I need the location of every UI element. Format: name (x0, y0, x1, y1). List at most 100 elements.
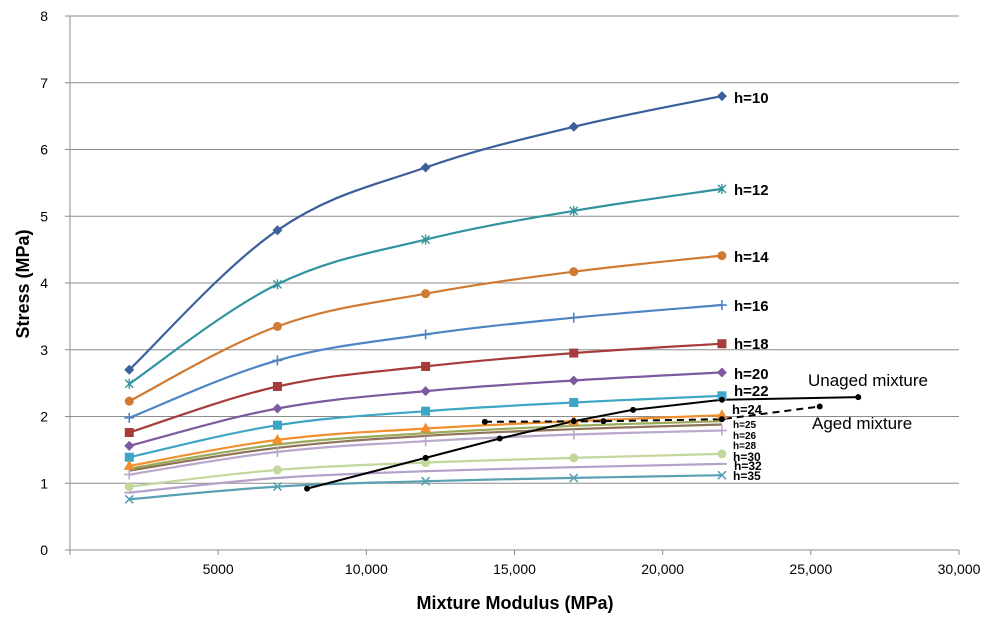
data-point-h-30 (124, 482, 134, 492)
data-point-unaged-mixture (630, 406, 637, 413)
data-point-h-14 (569, 267, 579, 277)
series-label-h-24: h=24 (732, 402, 763, 417)
y-tick-label: 0 (40, 542, 48, 558)
data-point-unaged-mixture (718, 396, 725, 403)
data-point-h-24 (716, 409, 728, 420)
data-point-h-24 (420, 422, 432, 433)
y-tick-label: 4 (40, 275, 48, 291)
data-point-h-30 (717, 449, 727, 459)
data-point-h-18 (272, 381, 282, 391)
y-tick-label: 5 (40, 208, 48, 224)
data-point-h-12 (272, 279, 282, 290)
x-tick-label: 25,000 (789, 561, 832, 577)
data-point-h-28 (568, 429, 579, 440)
x-tick-label: 30,000 (938, 561, 981, 577)
series-label-h-26: h=26 (733, 431, 757, 442)
y-tick-label: 3 (40, 342, 48, 358)
series-line-h-32 (129, 462, 722, 494)
series-label-h-22: h=22 (734, 383, 769, 400)
data-point-aged-mixture (600, 418, 607, 425)
data-point-h-12 (421, 234, 431, 245)
series-line-h-10 (128, 95, 723, 371)
y-tick-label: 6 (40, 142, 48, 158)
y-tick-label: 7 (40, 75, 48, 91)
y-axis-title: Stress (MPa) (13, 229, 33, 338)
data-point-h-28 (124, 469, 135, 480)
data-point-h-16 (420, 329, 431, 340)
data-point-h-35 (717, 470, 727, 480)
series-line-aged-mixture (484, 405, 820, 423)
x-tick-label: 5000 (203, 561, 234, 577)
data-point-aged-mixture (816, 403, 823, 410)
series-line-h-25 (129, 420, 722, 470)
data-point-h-20 (124, 440, 135, 451)
data-point-h-14 (272, 321, 282, 331)
data-point-h-28 (272, 446, 283, 457)
data-point-h-16 (124, 412, 135, 423)
data-point-h-14 (421, 289, 431, 299)
series-labels: h=10 h=12 h=14 h=16 h=18 h=20h=22 h=24 h=25h=26… (732, 90, 769, 483)
series-label-h-12: h=12 (734, 182, 769, 199)
data-point-h-35 (272, 482, 282, 492)
data-point-h-35 (124, 494, 134, 504)
data-point-unaged-mixture (496, 435, 503, 442)
x-axis-title: Mixture Modulus (MPa) (417, 593, 614, 613)
series-label-h-35: h=35 (733, 469, 761, 483)
data-point-h-18 (717, 339, 727, 349)
data-point-unaged-mixture (422, 454, 429, 461)
data-point-h-10 (568, 121, 579, 132)
unaged-mixture-label: Unaged mixture (808, 371, 928, 390)
data-point-h-18 (569, 348, 579, 358)
data-point-h-18 (421, 361, 431, 371)
data-point-h-16 (272, 355, 283, 366)
data-point-unaged-mixture (304, 485, 311, 492)
data-point-h-28 (420, 436, 431, 447)
data-point-h-14 (124, 396, 134, 406)
grid (70, 15, 959, 484)
series-label-h-32: h=32 (734, 459, 762, 473)
series-label-h-25: h=25 (733, 420, 757, 431)
series-label-h-16: h=16 (734, 298, 769, 315)
data-point-h-35 (421, 476, 431, 486)
data-point-h-24 (271, 433, 283, 444)
x-axis-ticks: 5000 10,000 15,000 20,000 25,000 30,000 (69, 550, 981, 577)
data-point-h-20 (568, 375, 579, 386)
series-line-h-12 (128, 187, 723, 385)
data-point-h-10 (124, 364, 135, 375)
data-point-h-16 (716, 300, 727, 311)
series-line-h-26 (129, 423, 722, 472)
data-point-h-20 (716, 367, 727, 378)
x-tick-label: 10,000 (345, 561, 388, 577)
series-label-h-30: h=30 (733, 450, 761, 464)
series-label-h-18: h=18 (734, 336, 769, 353)
series-line-h-35 (129, 474, 722, 501)
aged-mixture-label: Aged mixture (812, 414, 912, 433)
data-point-h-10 (272, 225, 283, 236)
data-point-h-22 (272, 420, 282, 430)
series-markers (123, 91, 862, 504)
y-tick-label: 2 (40, 409, 48, 425)
data-point-h-12 (717, 183, 727, 194)
data-point-aged-mixture (718, 416, 725, 423)
data-point-h-22 (569, 397, 579, 407)
data-point-h-28 (716, 425, 727, 436)
x-tick-label: 20,000 (641, 561, 684, 577)
data-point-h-22 (421, 406, 431, 416)
data-point-h-35 (569, 473, 579, 483)
data-point-h-20 (272, 403, 283, 414)
x-tick-label: 15,000 (493, 561, 536, 577)
data-point-h-12 (124, 378, 134, 389)
data-point-h-30 (421, 458, 431, 468)
y-axis-ticks: 0 1 2 3 4 5 6 7 8 (40, 8, 70, 558)
y-tick-label: 1 (40, 475, 48, 491)
data-point-h-14 (717, 251, 727, 261)
series-label-h-28: h=28 (733, 441, 757, 452)
data-point-h-10 (716, 91, 727, 102)
data-point-unaged-mixture (855, 394, 862, 401)
data-point-h-22 (124, 452, 134, 462)
data-point-aged-mixture (481, 418, 488, 425)
series-label-h-20: h=20 (734, 366, 769, 383)
data-point-h-30 (569, 453, 579, 463)
series-line-h-16 (128, 303, 722, 419)
